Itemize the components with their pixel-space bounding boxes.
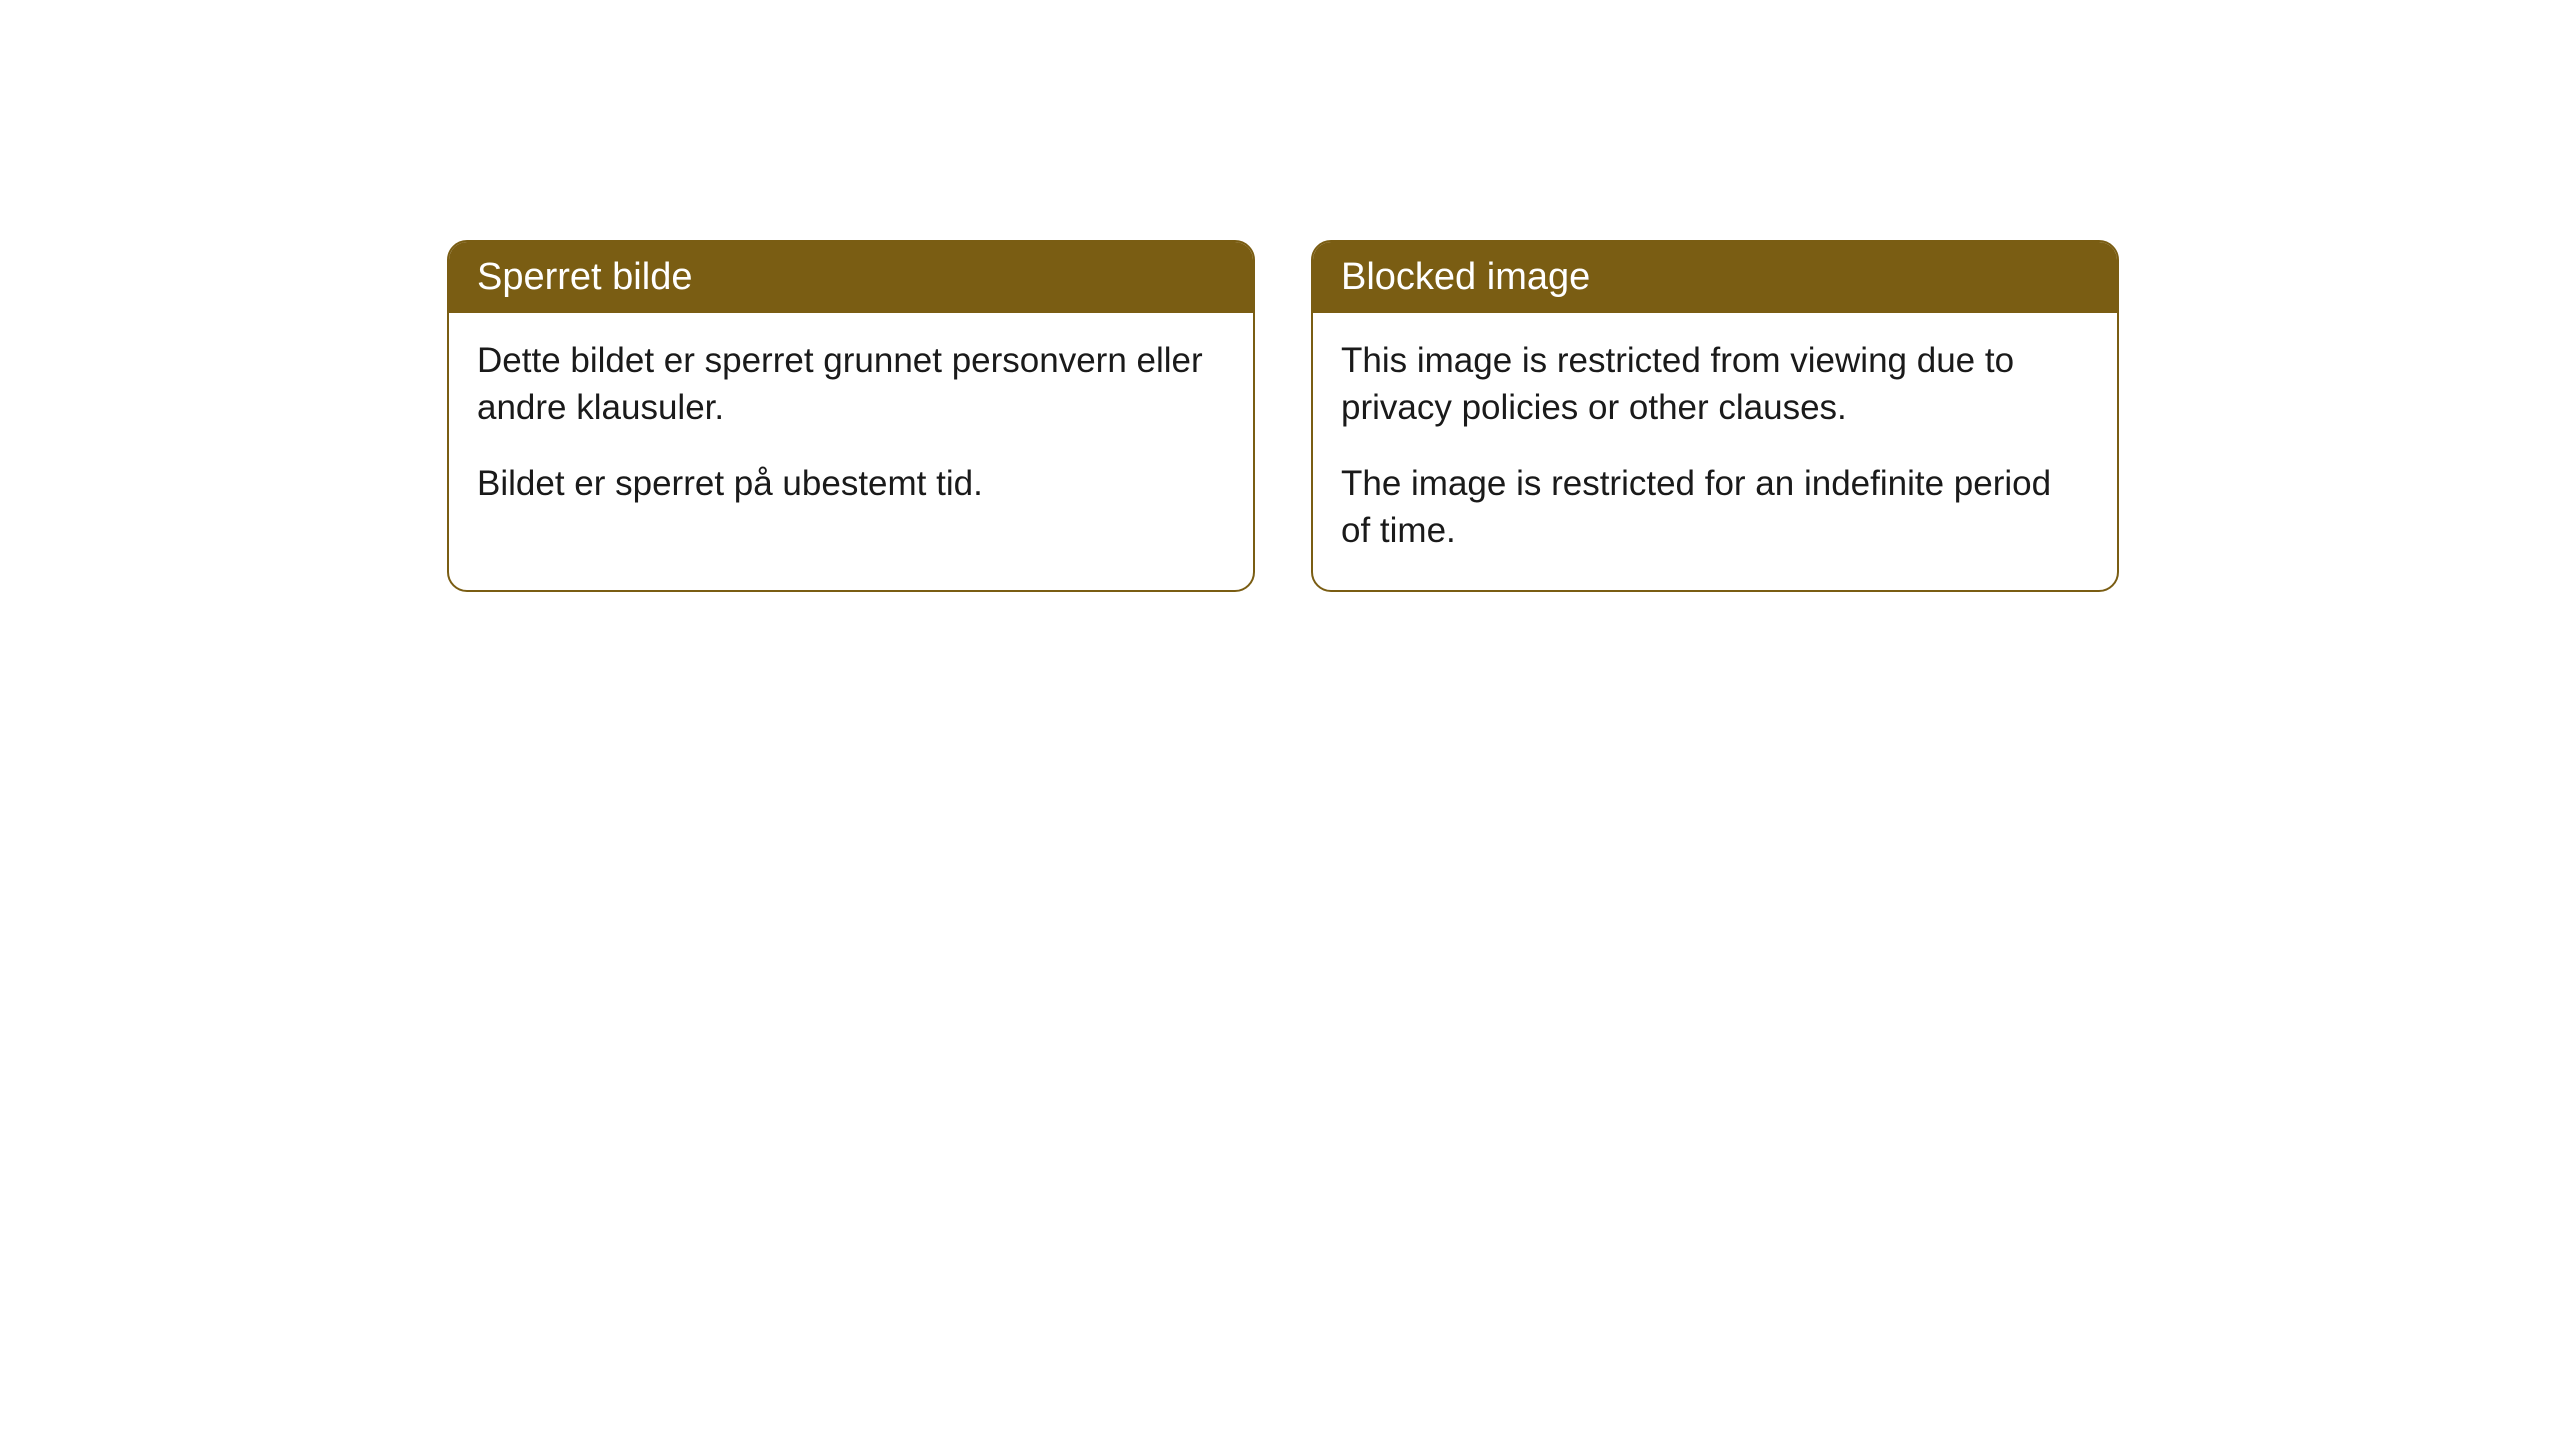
card-paragraph: This image is restricted from viewing du… — [1341, 337, 2089, 432]
card-title: Sperret bilde — [477, 256, 692, 298]
card-paragraph: The image is restricted for an indefinit… — [1341, 460, 2089, 555]
card-paragraph: Bildet er sperret på ubestemt tid. — [477, 460, 1225, 507]
card-header: Blocked image — [1313, 242, 2117, 313]
blocked-image-card-norwegian: Sperret bilde Dette bildet er sperret gr… — [447, 240, 1255, 592]
card-title: Blocked image — [1341, 256, 1590, 298]
card-body: This image is restricted from viewing du… — [1313, 313, 2117, 590]
card-header: Sperret bilde — [449, 242, 1253, 313]
card-paragraph: Dette bildet er sperret grunnet personve… — [477, 337, 1225, 432]
notice-cards-container: Sperret bilde Dette bildet er sperret gr… — [447, 240, 2119, 592]
card-body: Dette bildet er sperret grunnet personve… — [449, 313, 1253, 543]
blocked-image-card-english: Blocked image This image is restricted f… — [1311, 240, 2119, 592]
